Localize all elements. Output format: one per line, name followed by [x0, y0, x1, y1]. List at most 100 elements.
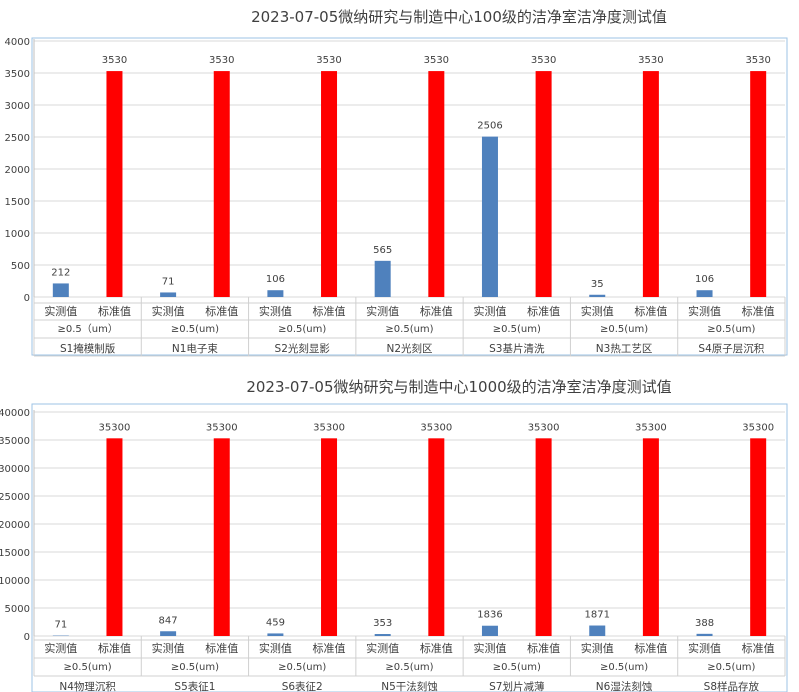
x-label-particle-size: ≥0.5(um) [707, 324, 755, 335]
y-tick-label: 500 [11, 261, 30, 272]
y-tick-label: 4000 [5, 37, 30, 48]
data-label-standard: 3530 [745, 55, 770, 66]
bar-standard [535, 71, 552, 297]
data-label-standard: 3530 [316, 55, 341, 66]
x-label-standard: 标准值 [313, 304, 346, 318]
data-label-standard: 35300 [528, 422, 560, 433]
x-label-measured: 实测值 [152, 304, 185, 318]
x-label-standard: 标准值 [742, 304, 775, 318]
x-label-measured: 实测值 [366, 304, 399, 318]
bar-measured [481, 625, 498, 636]
chart-title: 2023-07-05微纳研究与制造中心1000级的洁净室洁净度测试值 [246, 378, 671, 396]
x-label-particle-size: ≥0.5(um) [385, 662, 433, 673]
bar-measured [267, 290, 284, 297]
x-label-standard: 标准值 [527, 304, 560, 318]
x-label-standard: 标准值 [98, 304, 131, 318]
x-label-particle-size: ≥0.5(um) [278, 662, 326, 673]
x-label-measured: 实测值 [44, 641, 77, 655]
x-label-room: N4物理沉积 [59, 680, 116, 692]
x-label-measured: 实测值 [152, 641, 185, 655]
bar-measured [374, 260, 391, 297]
bar-measured [481, 136, 498, 297]
x-label-particle-size: ≥0.5(um) [493, 662, 541, 673]
x-label-measured: 实测值 [688, 304, 721, 318]
data-label-measured: 847 [159, 615, 178, 626]
x-label-room: S1掩模制版 [60, 342, 116, 355]
data-label-measured: 71 [54, 620, 67, 631]
data-label-standard: 3530 [638, 55, 663, 66]
data-label-measured: 2506 [477, 121, 502, 132]
x-label-standard: 标准值 [205, 641, 238, 655]
bar-measured [52, 283, 69, 297]
x-label-measured: 实测值 [366, 641, 399, 655]
y-tick-label: 3500 [5, 69, 30, 80]
y-tick-label: 40000 [0, 408, 30, 419]
x-label-particle-size: ≥0.5(um) [278, 324, 326, 335]
x-label-room: S4原子层沉积 [698, 342, 764, 355]
y-tick-label: 15000 [0, 548, 30, 559]
bar-measured [374, 634, 391, 636]
bar-measured [160, 292, 177, 297]
x-label-standard: 标准值 [313, 641, 346, 655]
x-label-particle-size: ≥0.5（um） [57, 323, 117, 335]
x-label-measured: 实测值 [473, 641, 506, 655]
x-label-room: N2光刻区 [386, 342, 432, 355]
x-label-measured: 实测值 [688, 641, 721, 655]
x-label-room: N3热工艺区 [596, 342, 653, 355]
x-label-particle-size: ≥0.5(um) [493, 324, 541, 335]
y-tick-label: 2000 [5, 165, 30, 176]
x-label-particle-size: ≥0.5(um) [171, 324, 219, 335]
y-tick-label: 20000 [0, 520, 30, 531]
bar-standard [213, 71, 230, 297]
x-label-standard: 标准值 [98, 641, 131, 655]
bar-standard [750, 71, 767, 297]
data-label-standard: 3530 [102, 55, 127, 66]
bar-standard [535, 438, 552, 636]
x-label-room: N5干法刻蚀 [381, 680, 438, 692]
y-tick-label: 3000 [5, 101, 30, 112]
x-label-room: S6表征2 [282, 680, 323, 692]
x-label-particle-size: ≥0.5(um) [171, 662, 219, 673]
x-label-particle-size: ≥0.5(um) [385, 324, 433, 335]
data-label-measured: 353 [373, 618, 392, 629]
bar-standard [750, 438, 767, 636]
bar-standard [321, 438, 338, 636]
x-label-measured: 实测值 [44, 304, 77, 318]
y-tick-label: 30000 [0, 464, 30, 475]
x-label-standard: 标准值 [742, 641, 775, 655]
data-label-measured: 35 [591, 279, 604, 290]
x-label-standard: 标准值 [205, 304, 238, 318]
x-label-room: S3基片清洗 [489, 342, 545, 355]
x-label-measured: 实测值 [259, 641, 292, 655]
y-tick-label: 2500 [5, 133, 30, 144]
x-label-room: S2光刻显影 [275, 342, 331, 355]
data-label-standard: 35300 [99, 422, 131, 433]
data-label-standard: 3530 [209, 55, 234, 66]
bar-measured [696, 290, 713, 297]
x-label-standard: 标准值 [420, 304, 453, 318]
data-label-standard: 35300 [420, 422, 452, 433]
data-label-standard: 35300 [742, 422, 774, 433]
data-label-measured: 106 [266, 274, 285, 285]
bar-standard [428, 71, 445, 297]
data-label-measured: 212 [51, 267, 70, 278]
x-label-room: S7划片减薄 [489, 680, 544, 692]
data-label-measured: 565 [373, 245, 392, 256]
bar-standard [213, 438, 230, 636]
y-tick-label: 1500 [5, 197, 30, 208]
bar-standard [428, 438, 445, 636]
x-label-room: S5表征1 [174, 680, 215, 692]
x-label-particle-size: ≥0.5(um) [600, 662, 648, 673]
bar-measured [589, 625, 606, 636]
x-label-standard: 标准值 [420, 641, 453, 655]
x-label-measured: 实测值 [259, 304, 292, 318]
data-label-measured: 1836 [477, 610, 502, 621]
bar-standard [642, 71, 659, 297]
y-tick-label: 1000 [5, 229, 30, 240]
data-label-standard: 35300 [206, 422, 238, 433]
chart-frame [31, 37, 788, 356]
chart-title: 2023-07-05微纳研究与制造中心100级的洁净室洁净度测试值 [251, 8, 667, 26]
x-label-measured: 实测值 [581, 641, 614, 655]
x-label-standard: 标准值 [634, 304, 667, 318]
